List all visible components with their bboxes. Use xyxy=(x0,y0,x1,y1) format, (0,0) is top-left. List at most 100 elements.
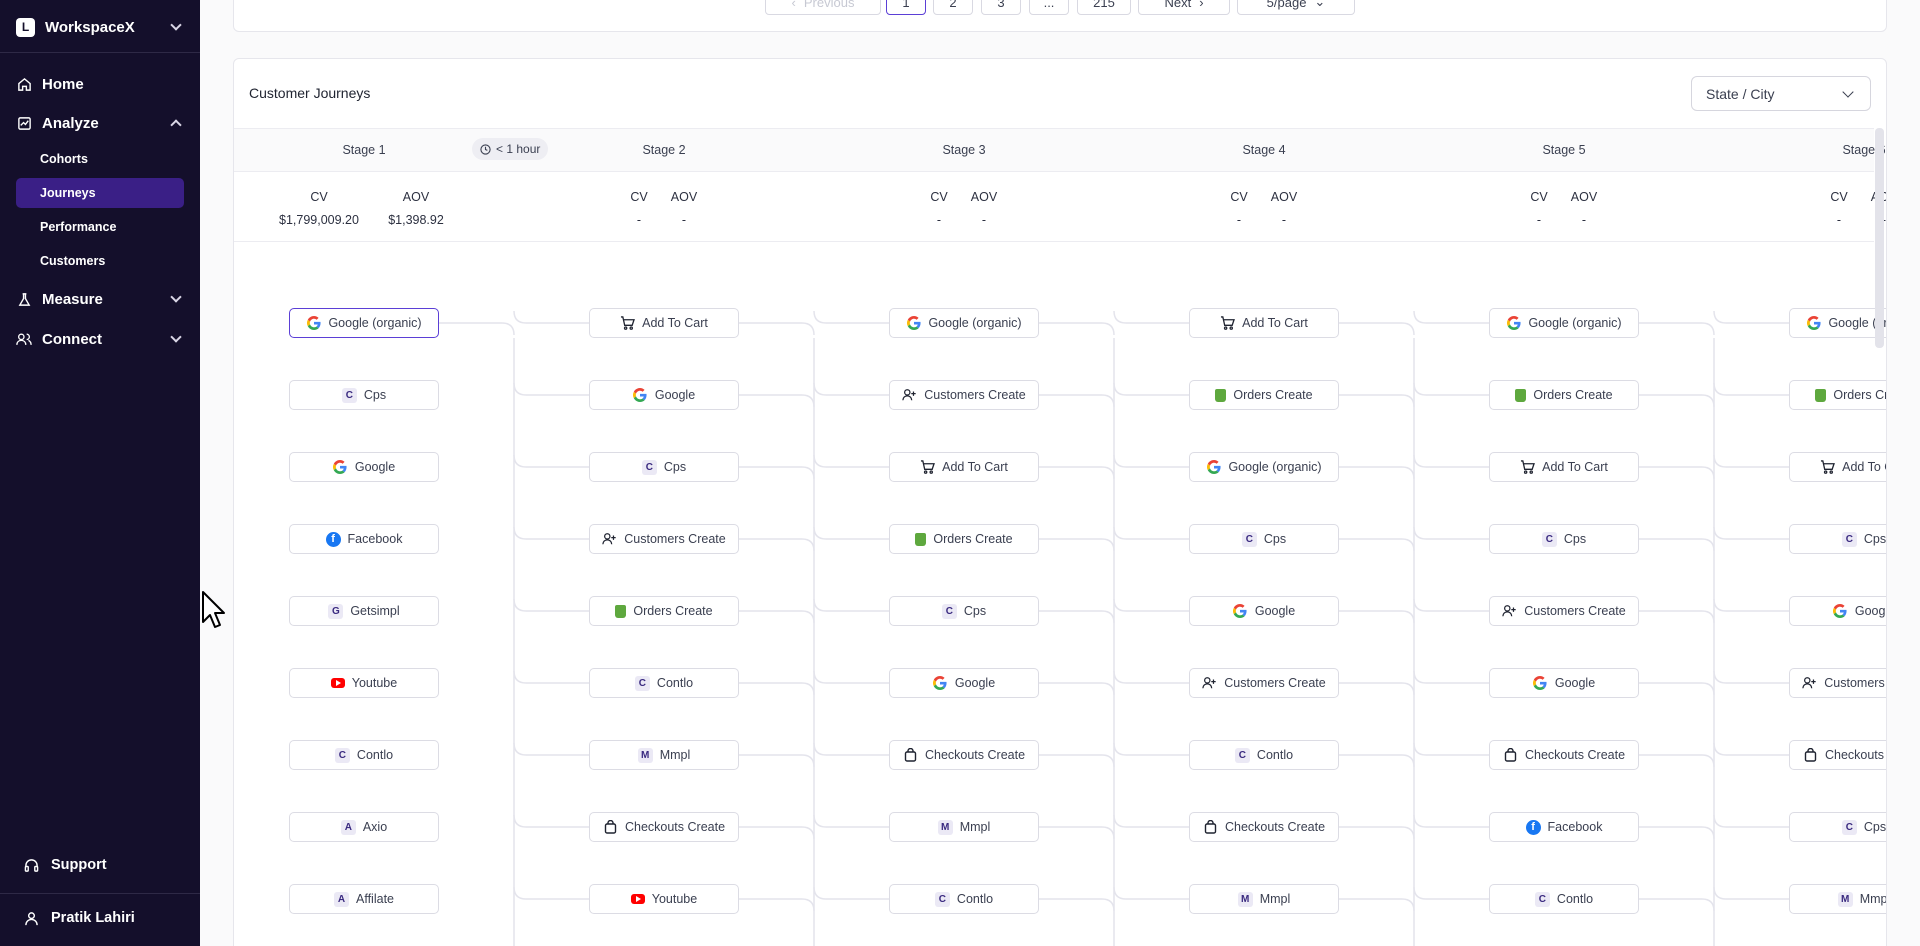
journey-node[interactable]: A Affilate xyxy=(289,884,439,914)
journey-node[interactable]: C Cps xyxy=(1789,524,1886,554)
journey-node[interactable]: Youtube xyxy=(289,668,439,698)
next-page-button[interactable]: Next › xyxy=(1138,0,1230,15)
connector-line xyxy=(1713,310,1789,324)
stage-name: Stage 6 xyxy=(1842,143,1886,157)
support-link[interactable]: Support xyxy=(24,857,107,873)
journey-node[interactable]: C Cps xyxy=(289,380,439,410)
chevron-down-icon: ⌄ xyxy=(1314,0,1326,9)
page-button-1[interactable]: 1 xyxy=(886,0,926,15)
page-button-3[interactable]: 3 xyxy=(981,0,1021,15)
journey-node[interactable]: Add To Cart xyxy=(1189,308,1339,338)
journey-node[interactable]: Google (organic) xyxy=(1789,308,1886,338)
journey-node-label: Getsimpl xyxy=(350,604,400,618)
journey-node[interactable]: Google (organic) xyxy=(1189,452,1339,482)
journey-node[interactable]: M Mmpl xyxy=(1789,884,1886,914)
journey-node[interactable]: C Cps xyxy=(1489,524,1639,554)
journey-node[interactable]: Checkouts Create xyxy=(889,740,1039,770)
journey-node[interactable]: A Axio xyxy=(289,812,439,842)
sidebar-item-analyze[interactable]: Analyze xyxy=(16,110,184,136)
stage-name: Stage 2 xyxy=(642,143,686,157)
page-button-last[interactable]: 215 xyxy=(1077,0,1131,15)
previous-page-button[interactable]: ‹ Previous xyxy=(765,0,881,15)
journey-node[interactable]: Customers Create xyxy=(1489,596,1639,626)
sidebar-subitem-cohorts[interactable]: Cohorts xyxy=(40,152,88,166)
journey-node[interactable]: M Mmpl xyxy=(589,740,739,770)
user-plus-icon xyxy=(1802,676,1817,691)
journey-node[interactable]: C Cps xyxy=(589,452,739,482)
journey-node[interactable]: Add To Cart xyxy=(1789,452,1886,482)
journey-node[interactable]: Checkouts Create xyxy=(1189,812,1339,842)
journey-node[interactable]: C Contlo xyxy=(1489,884,1639,914)
journey-node[interactable]: Orders Create xyxy=(889,524,1039,554)
sidebar-item-measure[interactable]: Measure xyxy=(16,286,184,312)
journey-node[interactable]: Youtube xyxy=(589,884,739,914)
journey-node[interactable]: C Cps xyxy=(1189,524,1339,554)
journey-node[interactable]: C Contlo xyxy=(1189,740,1339,770)
vertical-scrollbar[interactable] xyxy=(1875,128,1884,348)
sidebar-subitem-performance[interactable]: Performance xyxy=(40,220,117,234)
journey-node[interactable]: Google (organic) xyxy=(1489,308,1639,338)
journey-node[interactable]: M Mmpl xyxy=(1189,884,1339,914)
journey-node[interactable]: Orders Create xyxy=(1489,380,1639,410)
journey-node[interactable]: C Contlo xyxy=(889,884,1039,914)
workspace-switcher[interactable]: L WorkspaceX xyxy=(16,16,184,38)
clock-icon xyxy=(480,143,491,155)
connector-line xyxy=(1639,394,1715,408)
connector-line xyxy=(1639,322,1715,336)
user-menu[interactable]: Pratik Lahiri xyxy=(24,910,135,926)
journey-node[interactable]: Orders Create xyxy=(1189,380,1339,410)
journey-node[interactable]: G Getsimpl xyxy=(289,596,439,626)
journey-node[interactable]: Google xyxy=(889,668,1039,698)
sidebar: L WorkspaceX Home Analyze Cohorts Journe… xyxy=(0,0,200,946)
journey-node[interactable]: Google xyxy=(1489,668,1639,698)
journey-node[interactable]: Google xyxy=(289,452,439,482)
sidebar-item-home[interactable]: Home xyxy=(16,71,184,97)
journey-node[interactable]: Orders Create xyxy=(589,596,739,626)
journey-node[interactable]: Google xyxy=(589,380,739,410)
journey-node[interactable]: C Cps xyxy=(889,596,1039,626)
journey-node[interactable]: Add To Cart xyxy=(1489,452,1639,482)
chevron-down-icon xyxy=(170,331,182,343)
journey-node[interactable]: Checkouts Create xyxy=(1489,740,1639,770)
connector-line xyxy=(1113,382,1189,396)
journey-node[interactable]: f Facebook xyxy=(289,524,439,554)
journey-node[interactable]: Customers Create xyxy=(1189,668,1339,698)
shopping-bag-icon xyxy=(603,820,618,835)
sidebar-item-connect[interactable]: Connect xyxy=(16,326,184,352)
connector-line xyxy=(813,742,889,756)
connector-line xyxy=(1039,682,1115,696)
journey-node[interactable]: Orders Create xyxy=(1789,380,1886,410)
mouse-cursor-icon xyxy=(202,591,225,628)
page-size-select[interactable]: 5/page ⌄ xyxy=(1237,0,1355,15)
group-by-select[interactable]: State / City xyxy=(1691,76,1871,111)
sidebar-subitem-customers[interactable]: Customers xyxy=(40,254,106,268)
sidebar-subitem-journeys[interactable]: Journeys xyxy=(16,178,184,208)
journey-node[interactable]: Google xyxy=(1189,596,1339,626)
page-ellipsis[interactable]: ... xyxy=(1029,0,1069,15)
journey-node[interactable]: Add To Cart xyxy=(589,308,739,338)
page-button-2[interactable]: 2 xyxy=(933,0,973,15)
journey-node[interactable]: Customers Create xyxy=(889,380,1039,410)
connector-line xyxy=(1713,670,1789,684)
journey-node[interactable]: Checkouts Create xyxy=(1789,740,1886,770)
journey-node[interactable]: Google xyxy=(1789,596,1886,626)
journey-node[interactable]: Google (organic) xyxy=(889,308,1039,338)
journey-node[interactable]: C Contlo xyxy=(589,668,739,698)
journey-node[interactable]: Add To Cart xyxy=(889,452,1039,482)
journey-node-label: Contlo xyxy=(956,892,994,906)
connector-line xyxy=(1639,898,1715,912)
journey-node[interactable]: Customers Create xyxy=(1789,668,1886,698)
connector-line xyxy=(1413,598,1489,612)
journey-node[interactable]: f Facebook xyxy=(1489,812,1639,842)
cart-icon xyxy=(1220,316,1236,331)
journey-node[interactable]: C Contlo xyxy=(289,740,439,770)
journey-node[interactable]: Customers Create xyxy=(589,524,739,554)
journey-node[interactable]: Google (organic) xyxy=(289,308,439,338)
cart-icon xyxy=(620,316,636,331)
journey-node-label: Contlo xyxy=(356,748,394,762)
connector-line xyxy=(739,682,815,696)
journey-node[interactable]: Checkouts Create xyxy=(589,812,739,842)
journey-node[interactable]: C Cps xyxy=(1789,812,1886,842)
journey-node-label: Checkouts Create xyxy=(1224,820,1326,834)
journey-node[interactable]: M Mmpl xyxy=(889,812,1039,842)
